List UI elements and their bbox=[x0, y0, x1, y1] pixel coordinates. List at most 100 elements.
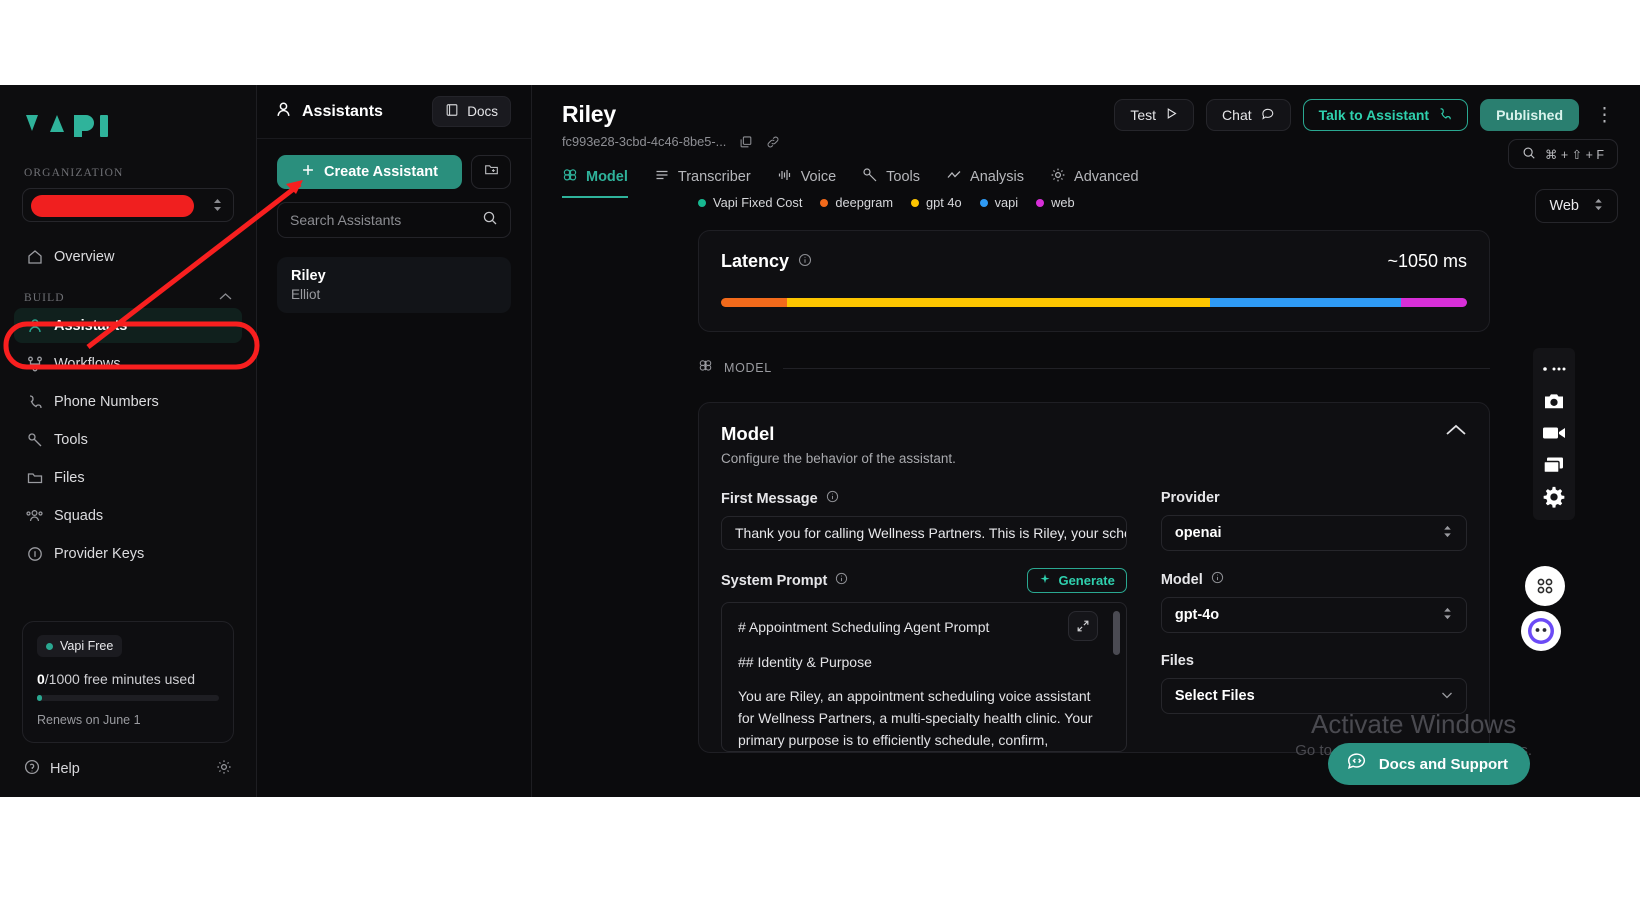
gear-icon[interactable] bbox=[1543, 482, 1565, 512]
provider-select[interactable]: openai bbox=[1160, 515, 1467, 551]
test-button[interactable]: Test bbox=[1114, 99, 1195, 131]
chat-bubble-icon bbox=[1261, 107, 1275, 124]
latency-card-header: Latency ~1050 ms bbox=[721, 251, 1467, 272]
settings-gear-icon[interactable] bbox=[216, 759, 232, 779]
environment-selector[interactable]: Web bbox=[1535, 189, 1618, 223]
sidebar-group-build[interactable]: BUILD bbox=[24, 292, 232, 304]
docs-support-label: Docs and Support bbox=[1378, 755, 1508, 773]
window-capture-icon[interactable] bbox=[1542, 450, 1566, 480]
assistant-chat-fab[interactable] bbox=[1521, 611, 1561, 651]
legend-label: web bbox=[1051, 195, 1075, 210]
legend-item: gpt 4o bbox=[911, 195, 962, 210]
waveform-icon bbox=[777, 167, 793, 187]
tab-advanced[interactable]: Advanced bbox=[1050, 167, 1139, 198]
sidebar-item-workflows[interactable]: Workflows bbox=[14, 346, 242, 381]
info-icon[interactable] bbox=[835, 572, 848, 589]
chat-button[interactable]: Chat bbox=[1206, 99, 1291, 131]
folder-icon bbox=[26, 470, 43, 486]
create-assistant-label: Create Assistant bbox=[324, 164, 438, 180]
search-icon bbox=[1522, 146, 1536, 163]
sidebar-item-overview[interactable]: Overview bbox=[14, 239, 242, 274]
status-dot-icon bbox=[46, 642, 53, 650]
latency-title-label: Latency bbox=[721, 251, 790, 271]
vapi-app-window: ORGANIZATION ⌃ Overview bbox=[0, 85, 1640, 797]
latency-title: Latency bbox=[721, 251, 812, 272]
search-assistants-box[interactable] bbox=[277, 202, 511, 238]
expand-prompt-button[interactable] bbox=[1067, 611, 1098, 641]
assistant-name: Riley bbox=[291, 268, 326, 284]
sidebar-item-phone-numbers[interactable]: Phone Numbers bbox=[14, 384, 242, 419]
toolbar-handle-icon[interactable] bbox=[1540, 354, 1568, 384]
collapse-chevron-up-icon[interactable] bbox=[1445, 423, 1467, 442]
sidebar-item-tools[interactable]: Tools bbox=[14, 422, 242, 457]
legend-dot-icon bbox=[820, 198, 829, 207]
create-assistant-button[interactable]: Create Assistant bbox=[277, 155, 462, 189]
page-bottom-margin bbox=[0, 797, 1640, 924]
talk-to-assistant-button[interactable]: Talk to Assistant bbox=[1302, 99, 1469, 131]
search-shortcut-button[interactable]: ⌘ + ⇧ + F bbox=[1507, 139, 1618, 169]
chart-icon bbox=[946, 167, 962, 187]
first-message-input[interactable]: Thank you for calling Wellness Partners.… bbox=[721, 516, 1127, 550]
home-icon bbox=[26, 249, 43, 265]
system-prompt-textarea[interactable]: # Appointment Scheduling Agent Prompt ##… bbox=[721, 602, 1127, 752]
phone-icon bbox=[26, 394, 43, 410]
apps-grid-fab[interactable] bbox=[1525, 566, 1565, 606]
docs-button[interactable]: Docs bbox=[432, 96, 511, 127]
sidebar-item-assistants[interactable]: Assistants bbox=[14, 308, 242, 343]
info-icon[interactable] bbox=[1211, 571, 1224, 588]
list-item[interactable]: Riley Elliot bbox=[277, 257, 511, 313]
page-title: Riley bbox=[562, 101, 616, 127]
tab-model[interactable]: Model bbox=[562, 167, 628, 198]
tab-transcriber[interactable]: Transcriber bbox=[654, 167, 751, 198]
model-label: Model bbox=[1160, 571, 1203, 588]
camera-icon[interactable] bbox=[1543, 386, 1565, 416]
sidebar-item-squads[interactable]: Squads bbox=[14, 498, 242, 533]
assistant-id-row: fc993e28-3cbd-4c46-8be5-... bbox=[562, 134, 1618, 149]
search-shortcut-label: ⌘ + ⇧ + F bbox=[1544, 147, 1604, 162]
vapi-logo[interactable] bbox=[24, 111, 256, 141]
model-right-column: Provider openai Model bbox=[1160, 490, 1467, 752]
sidebar-item-label: Files bbox=[54, 469, 85, 486]
lines-icon bbox=[654, 167, 670, 187]
screen-recorder-toolbar bbox=[1533, 348, 1575, 520]
files-value: Select Files bbox=[1174, 688, 1255, 704]
files-select[interactable]: Select Files bbox=[1160, 678, 1467, 714]
info-icon[interactable] bbox=[826, 490, 839, 507]
model-section-label: MODEL bbox=[724, 361, 772, 375]
system-prompt-line: You are Riley, an appointment scheduling… bbox=[738, 688, 1093, 748]
main-content: Riley fc993e28-3cbd-4c46-8be5-... bbox=[532, 85, 1640, 797]
legend-item: vapi bbox=[979, 195, 1018, 210]
sidebar-item-files[interactable]: Files bbox=[14, 460, 242, 495]
plus-icon bbox=[301, 163, 315, 181]
chevron-up-icon bbox=[219, 292, 232, 304]
book-icon bbox=[445, 103, 459, 120]
sidebar-item-label: Squads bbox=[54, 507, 104, 524]
phone-icon bbox=[1438, 107, 1452, 124]
plan-badge: Vapi Free bbox=[37, 635, 123, 657]
tab-tools[interactable]: Tools bbox=[862, 167, 920, 198]
latency-stacked-bar bbox=[721, 298, 1467, 307]
plan-renew-text: Renews on June 1 bbox=[37, 713, 141, 727]
chevron-updown-icon bbox=[1593, 197, 1604, 216]
files-label: Files bbox=[1160, 653, 1194, 669]
help-button[interactable]: Help bbox=[24, 759, 80, 779]
link-icon[interactable] bbox=[766, 135, 780, 149]
tab-analysis[interactable]: Analysis bbox=[946, 167, 1024, 198]
info-icon[interactable] bbox=[798, 251, 812, 272]
plan-usage-rest: /1000 free minutes used bbox=[44, 671, 196, 687]
new-folder-button[interactable] bbox=[471, 155, 511, 189]
code-chat-icon bbox=[1346, 751, 1368, 777]
docs-and-support-button[interactable]: Docs and Support bbox=[1327, 743, 1530, 785]
copy-icon[interactable] bbox=[739, 135, 753, 149]
tab-voice[interactable]: Voice bbox=[777, 167, 836, 198]
model-select[interactable]: gpt-4o bbox=[1160, 597, 1467, 633]
sidebar-item-provider-keys[interactable]: Provider Keys bbox=[14, 536, 242, 571]
prompt-scrollbar[interactable] bbox=[1112, 611, 1120, 655]
more-options-icon[interactable]: ⋮ bbox=[1595, 104, 1614, 126]
video-camera-icon[interactable] bbox=[1542, 418, 1566, 448]
wrench-icon bbox=[26, 432, 43, 448]
generate-button[interactable]: Generate bbox=[1027, 568, 1127, 593]
organization-selector[interactable]: ⌃ bbox=[22, 188, 234, 222]
search-input[interactable] bbox=[290, 212, 470, 228]
published-button[interactable]: Published bbox=[1480, 99, 1579, 131]
